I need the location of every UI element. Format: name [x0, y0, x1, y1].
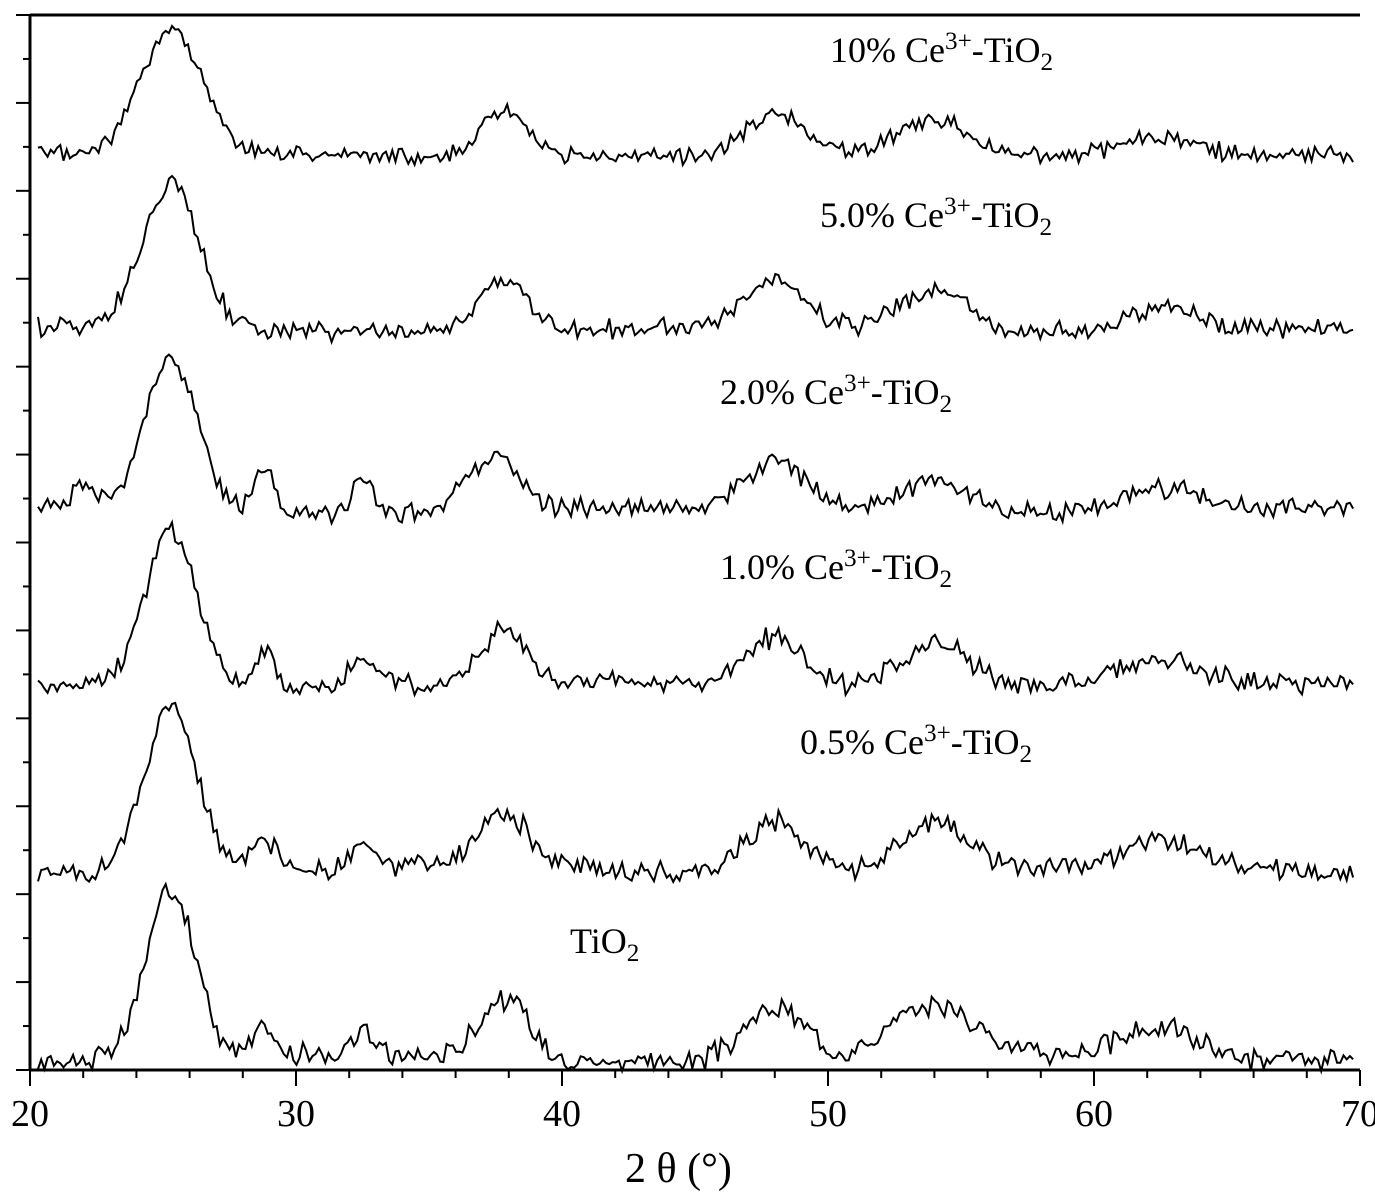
xrd-series-0	[38, 26, 1353, 165]
xrd-chart: 10% Ce3+-TiO2 5.0% Ce3+-TiO2 2.0% Ce3+-TiO…	[0, 0, 1375, 1204]
chart-svg	[0, 0, 1375, 1204]
x-tick-40: 40	[543, 1092, 581, 1136]
series-label-0: 10% Ce3+-TiO2	[830, 28, 1053, 77]
series-label-3: 1.0% Ce3+-TiO2	[720, 545, 952, 594]
xrd-series-2	[38, 355, 1353, 524]
series-label-1: 5.0% Ce3+-TiO2	[820, 193, 1052, 242]
series-label-2: 2.0% Ce3+-TiO2	[720, 370, 952, 419]
x-tick-20: 20	[11, 1092, 49, 1136]
x-tick-50: 50	[809, 1092, 847, 1136]
series-label-5: TiO2	[570, 920, 639, 968]
xrd-series-5	[38, 884, 1353, 1071]
xrd-series-3	[38, 522, 1353, 694]
x-tick-60: 60	[1075, 1092, 1113, 1136]
series-label-4: 0.5% Ce3+-TiO2	[800, 720, 1032, 769]
xrd-series-4	[38, 703, 1353, 882]
x-tick-70: 70	[1341, 1092, 1375, 1136]
x-axis-title: 2 θ (°)	[625, 1145, 732, 1193]
xrd-series-1	[38, 176, 1353, 342]
x-tick-30: 30	[277, 1092, 315, 1136]
